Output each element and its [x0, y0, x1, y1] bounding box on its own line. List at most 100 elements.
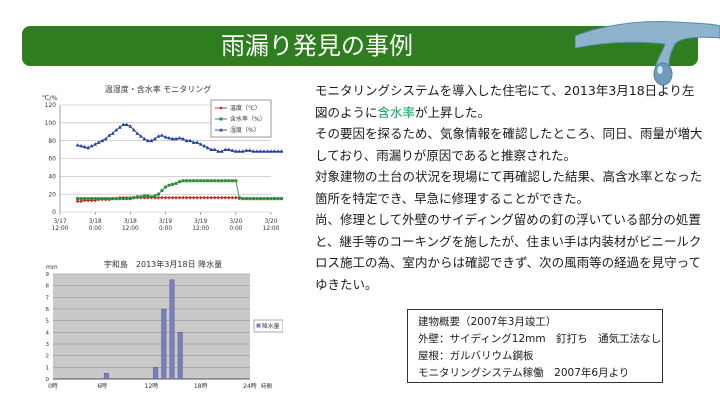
- data-point: [156, 134, 161, 138]
- data-point: [276, 149, 280, 153]
- data-point: [93, 142, 98, 146]
- data-point: [82, 144, 87, 149]
- info-line: モニタリングシステム稼働 2007年6月より: [418, 367, 630, 379]
- data-point: [93, 197, 97, 201]
- data-point: [170, 195, 175, 200]
- legend-label: 湿度（%）: [230, 126, 260, 134]
- data-point: [171, 182, 175, 186]
- data-point: [262, 149, 266, 153]
- data-point: [237, 196, 241, 200]
- data-point: [128, 197, 132, 201]
- data-point: [198, 142, 203, 146]
- data-point: [230, 148, 235, 152]
- data-point: [110, 131, 115, 135]
- data-point: [199, 179, 203, 183]
- data-point: [160, 133, 164, 137]
- text-span: モニタリングシステムを導入した住宅にて、2013年3月18日より左図のように: [315, 83, 695, 120]
- data-point: [174, 181, 178, 185]
- data-point: [121, 197, 125, 201]
- data-point: [223, 179, 227, 183]
- data-point: [227, 179, 231, 183]
- y-tick-label: 0: [46, 377, 50, 383]
- data-point: [212, 147, 217, 151]
- data-point: [191, 195, 196, 200]
- data-point: [227, 195, 231, 200]
- x-tick-label: 3/20: [264, 219, 277, 225]
- data-point: [76, 197, 80, 201]
- chart-title: 宇和島 2013年3月18日 降水量: [104, 259, 222, 269]
- data-point: [188, 195, 192, 200]
- data-point: [262, 197, 266, 201]
- data-point: [167, 195, 171, 200]
- water-drop-icon: [575, 21, 720, 86]
- data-point: [241, 197, 245, 201]
- data-point: [220, 179, 224, 183]
- data-point: [184, 138, 189, 143]
- data-point: [160, 195, 164, 200]
- data-point: [216, 195, 221, 200]
- data-point: [163, 135, 168, 139]
- data-point: [188, 179, 192, 183]
- data-point: [163, 195, 168, 200]
- data-point: [184, 195, 189, 200]
- data-point: [167, 135, 171, 140]
- data-point: [269, 197, 273, 201]
- data-point: [258, 149, 263, 153]
- data-point: [111, 197, 115, 201]
- data-point: [100, 197, 104, 201]
- data-point: [251, 197, 255, 201]
- data-point: [177, 195, 182, 200]
- data-point: [185, 179, 189, 183]
- data-point: [216, 179, 220, 183]
- legend-marker: [219, 117, 223, 121]
- data-point: [279, 149, 283, 153]
- x-tick-label: 0時: [48, 382, 58, 390]
- data-point: [213, 179, 217, 183]
- data-point: [234, 195, 238, 200]
- data-point: [181, 179, 185, 183]
- data-point: [114, 197, 118, 201]
- precip-bar: [161, 308, 167, 380]
- y-tick-label: 4: [46, 330, 50, 336]
- paragraph-1: モニタリングシステムを導入した住宅にて、2013年3月18日より左図のように含水…: [315, 80, 705, 123]
- x-tick-label: 12:00: [263, 226, 280, 232]
- data-point: [230, 195, 235, 200]
- data-point: [265, 197, 269, 201]
- data-point: [104, 197, 108, 201]
- x-tick-label: 12:00: [122, 226, 139, 232]
- data-point: [192, 179, 196, 183]
- legend-marker: [219, 128, 223, 132]
- data-point: [75, 143, 80, 147]
- precip-bar: [177, 332, 183, 380]
- data-point: [149, 195, 153, 199]
- data-point: [124, 122, 129, 127]
- data-point: [269, 149, 273, 153]
- data-point: [160, 189, 164, 193]
- page-title: 雨漏り発見の事例: [221, 32, 413, 60]
- y-axis-unit: ℃/%: [42, 94, 58, 102]
- data-point: [178, 180, 182, 184]
- y-tick-label: 1: [46, 365, 50, 371]
- data-point: [146, 138, 150, 143]
- data-point: [251, 149, 256, 153]
- y-tick-label: 20: [48, 191, 56, 198]
- building-info-box: 建物概要（2007年3月竣工） 外壁：サイディング12mm 釘打ち 通気工法なし…: [407, 309, 663, 383]
- data-point: [195, 179, 199, 183]
- x-tick-label: 12:00: [192, 226, 209, 232]
- data-point: [276, 197, 280, 201]
- data-point: [138, 134, 143, 138]
- legend-label: 降水量: [262, 322, 280, 330]
- data-point: [86, 197, 90, 201]
- data-point: [191, 140, 196, 144]
- data-point: [205, 195, 210, 200]
- y-tick-label: 2: [46, 354, 50, 360]
- x-tick-label: 3/18: [89, 219, 102, 225]
- data-point: [244, 148, 249, 152]
- legend-marker: [256, 323, 261, 328]
- data-point: [100, 138, 105, 143]
- series-line: [77, 180, 283, 200]
- data-point: [265, 149, 270, 153]
- data-point: [170, 136, 175, 141]
- data-point: [240, 149, 245, 153]
- data-point: [219, 149, 224, 153]
